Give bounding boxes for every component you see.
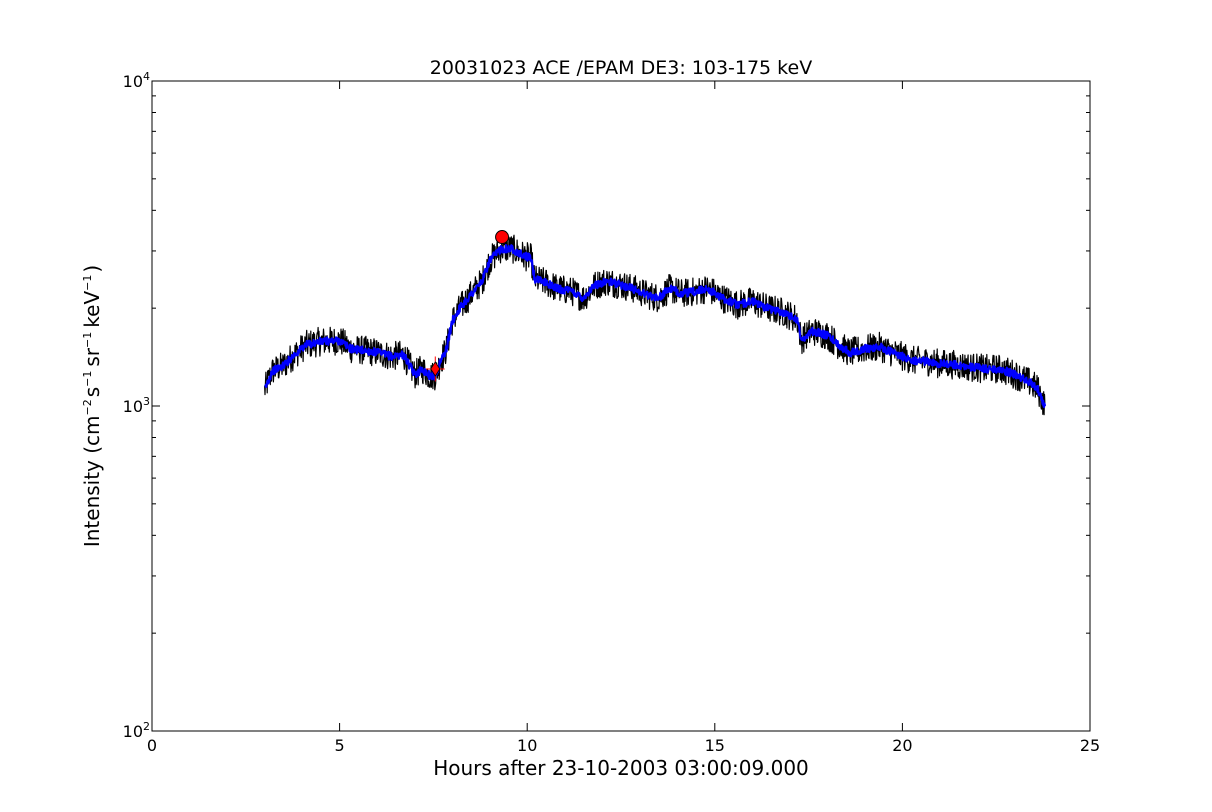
- y-label-exponent: −1: [81, 371, 94, 387]
- x-tick-label: 0: [147, 736, 157, 755]
- x-tick-label: 20: [892, 736, 912, 755]
- y-label-exponent: −1: [81, 275, 94, 291]
- x-axis-ticks: [151, 81, 1091, 731]
- y-axis-label: Intensity (cm−2s−1sr−1keV−1): [80, 265, 104, 547]
- y-tick-label: 103: [123, 395, 150, 416]
- y-axis-tick-labels: 102 103 104: [123, 70, 150, 741]
- y-label-exponent: −1: [81, 332, 94, 348]
- y-label-part: s: [80, 387, 104, 397]
- x-tick-label: 25: [1080, 736, 1100, 755]
- y-label-exponent: −2: [81, 399, 94, 415]
- y-label-part: keV: [80, 291, 104, 328]
- y-label-part: sr: [80, 347, 104, 366]
- series-layer: [263, 234, 1047, 416]
- plot-frame: [151, 80, 1091, 732]
- chart-title: 20031023 ACE /EPAM DE3: 103-175 keV: [430, 57, 812, 79]
- x-tick-label: 10: [517, 736, 537, 755]
- x-tick-label: 5: [335, 736, 345, 755]
- y-label-part: Intensity (cm: [80, 415, 104, 547]
- series-line: [263, 244, 1047, 408]
- y-tick-label: 102: [123, 720, 150, 741]
- marker-layer: [425, 230, 510, 382]
- y-label-part: ): [80, 265, 104, 273]
- x-tick-label: 15: [705, 736, 725, 755]
- y-axis-ticks: [152, 80, 1090, 732]
- y-tick-label: 104: [123, 70, 150, 91]
- peak-marker: [495, 230, 510, 245]
- onset-marker: [430, 361, 441, 377]
- x-axis-tick-labels: 0 5 10 15 20 25: [147, 736, 1100, 755]
- x-axis-label: Hours after 23-10-2003 03:00:09.000: [433, 756, 809, 780]
